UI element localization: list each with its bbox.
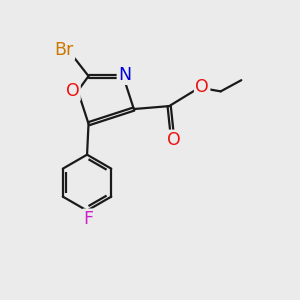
Text: N: N <box>118 66 131 84</box>
Text: O: O <box>195 78 209 96</box>
Text: O: O <box>167 131 181 149</box>
Text: F: F <box>83 210 94 228</box>
Text: Br: Br <box>55 41 74 59</box>
Text: O: O <box>66 82 80 100</box>
